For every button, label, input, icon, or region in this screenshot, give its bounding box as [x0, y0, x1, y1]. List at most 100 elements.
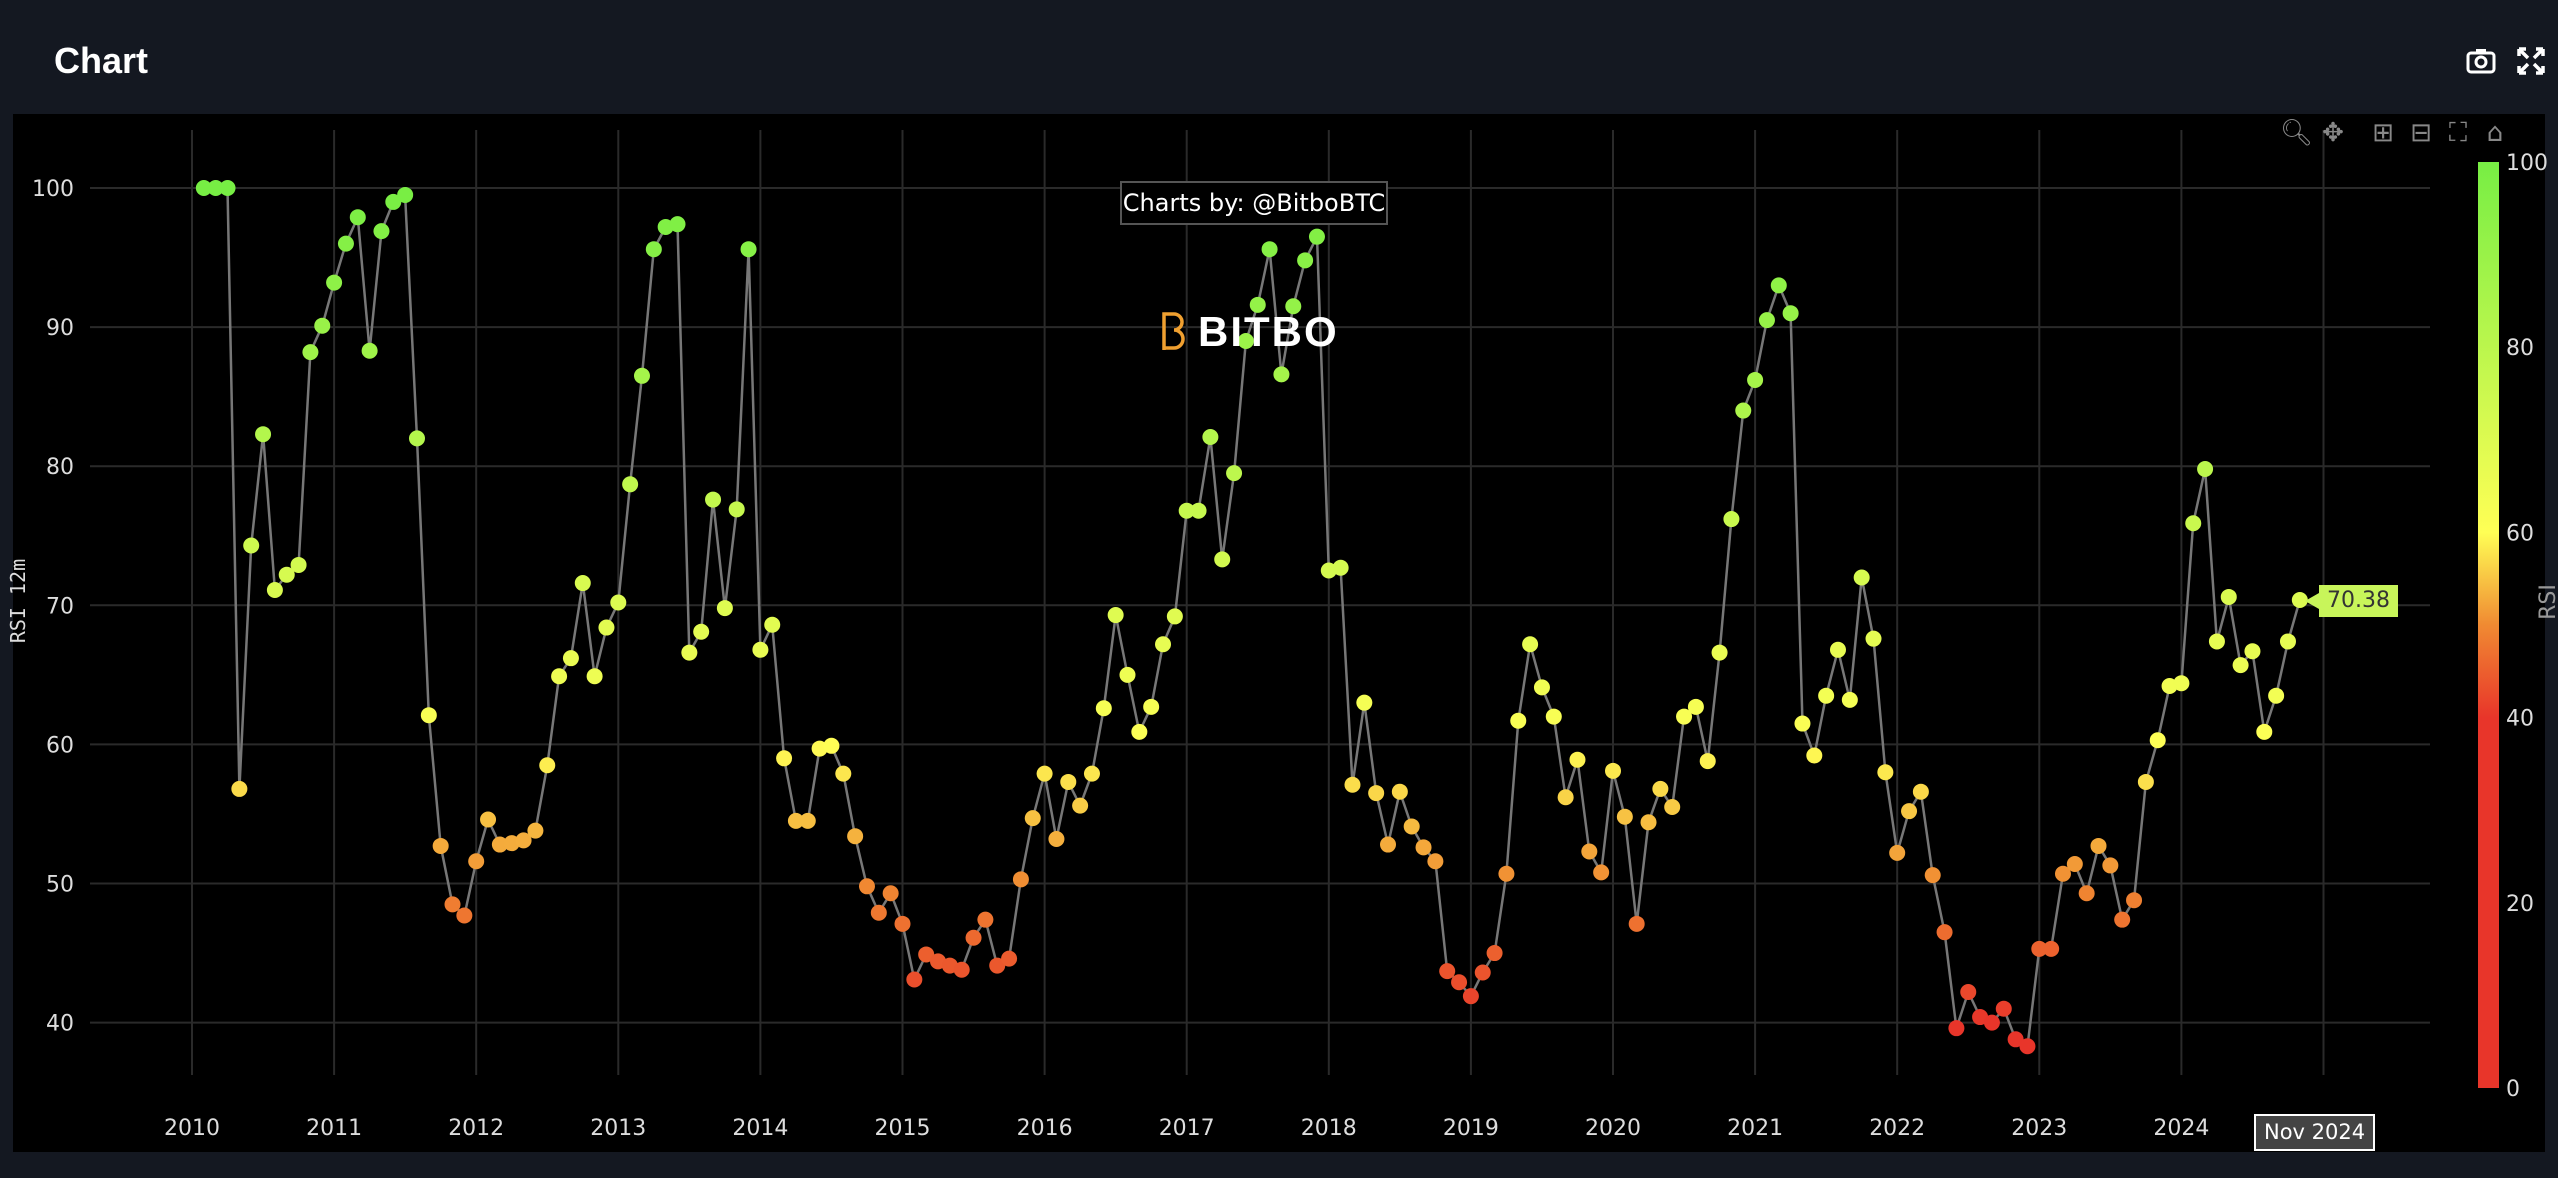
colorbar-tick-label: 0	[2506, 1077, 2520, 1102]
colorbar-tick-label: 80	[2506, 336, 2534, 361]
zoom-out-icon[interactable]: ⊟	[2410, 118, 2432, 148]
data-point	[2208, 633, 2225, 650]
data-point	[1107, 607, 1124, 624]
data-point	[2007, 1031, 2024, 1048]
data-point	[1983, 1014, 2000, 1031]
x-tick-label: 2024	[2153, 1116, 2209, 1141]
data-point	[1356, 694, 1373, 711]
data-point	[752, 641, 769, 658]
camera-icon[interactable]	[2466, 46, 2496, 76]
data-point	[598, 619, 615, 636]
data-point	[302, 344, 319, 361]
data-point	[1119, 666, 1136, 683]
data-point	[693, 623, 710, 640]
y-axis-title: RSI 12m	[6, 558, 30, 644]
data-point	[290, 556, 307, 573]
autoscale-icon[interactable]: ⛶	[2448, 118, 2468, 148]
data-point	[1273, 366, 1290, 383]
data-point	[870, 904, 887, 921]
data-point	[361, 342, 378, 359]
data-point	[480, 811, 497, 828]
data-point	[1474, 964, 1491, 981]
data-point	[1297, 252, 1314, 269]
data-point	[669, 216, 686, 233]
data-point	[1936, 924, 1953, 941]
data-point	[1569, 751, 1586, 768]
colorbar-title: RSI	[2536, 584, 2558, 620]
expand-icon[interactable]	[2516, 46, 2546, 76]
data-point	[1628, 915, 1645, 932]
data-point	[1166, 608, 1183, 625]
plot-area[interactable]	[13, 114, 2545, 1152]
data-point	[1226, 465, 1243, 482]
data-point	[2268, 687, 2285, 704]
data-point	[1522, 636, 1539, 653]
logo-text: BITBO	[1198, 308, 1339, 355]
data-point	[195, 180, 212, 196]
data-point	[255, 426, 272, 443]
data-point	[1510, 712, 1527, 729]
data-point	[716, 600, 733, 617]
data-point	[1735, 402, 1752, 419]
pan-icon[interactable]: ✥	[2322, 118, 2344, 148]
data-point	[527, 822, 544, 839]
data-point	[2244, 643, 2261, 660]
colorbar	[2478, 162, 2499, 1088]
data-point	[1581, 843, 1598, 860]
data-point	[1865, 630, 1882, 647]
data-point	[1462, 988, 1479, 1005]
data-point	[1498, 865, 1515, 882]
data-point	[1699, 753, 1716, 770]
data-point	[314, 317, 331, 334]
data-point	[740, 241, 757, 258]
data-point	[231, 780, 248, 797]
data-point	[432, 837, 449, 854]
data-point	[1012, 871, 1029, 888]
y-tick-label: 60	[46, 733, 74, 758]
x-tick-label: 2019	[1443, 1116, 1499, 1141]
x-tick-label: 2015	[875, 1116, 931, 1141]
x-tick-label: 2014	[732, 1116, 788, 1141]
data-point	[468, 853, 485, 870]
colorbar-tick-label: 100	[2506, 151, 2548, 176]
data-point	[337, 235, 354, 252]
data-point	[2185, 515, 2202, 532]
zoom-icon[interactable]: 🔍︎	[2280, 118, 2314, 148]
header: Chart	[0, 0, 2558, 114]
data-point	[835, 765, 852, 782]
data-point	[1711, 644, 1728, 661]
data-point	[681, 644, 698, 661]
data-point	[1261, 241, 1278, 258]
y-tick-label: 80	[46, 455, 74, 480]
zoom-in-icon[interactable]: ⊞	[2372, 118, 2394, 148]
hover-date-label: Nov 2024	[2254, 1114, 2376, 1151]
data-point	[586, 668, 603, 685]
data-point	[2232, 657, 2249, 674]
data-point	[266, 581, 283, 598]
data-point	[1782, 305, 1799, 322]
data-point	[1652, 780, 1669, 797]
data-point	[1427, 853, 1444, 870]
data-point	[858, 878, 875, 895]
data-point	[2291, 592, 2308, 609]
data-point	[1451, 974, 1468, 991]
data-point	[1131, 723, 1148, 740]
data-point	[1841, 691, 1858, 708]
data-point	[1214, 551, 1231, 568]
y-tick-label: 50	[46, 873, 74, 898]
data-point	[1190, 502, 1207, 519]
data-point	[551, 668, 568, 685]
data-point	[2149, 732, 2166, 749]
data-point	[1237, 333, 1254, 350]
data-point	[1143, 698, 1160, 715]
data-point	[456, 907, 473, 924]
data-point	[444, 896, 461, 913]
data-point	[408, 430, 425, 447]
data-point	[1403, 818, 1420, 835]
x-tick-label: 2022	[1869, 1116, 1925, 1141]
data-point	[2220, 588, 2237, 605]
data-point	[1818, 687, 1835, 704]
data-point	[1380, 836, 1397, 853]
home-icon[interactable]: ⌂	[2486, 118, 2504, 148]
data-point	[2126, 892, 2143, 909]
